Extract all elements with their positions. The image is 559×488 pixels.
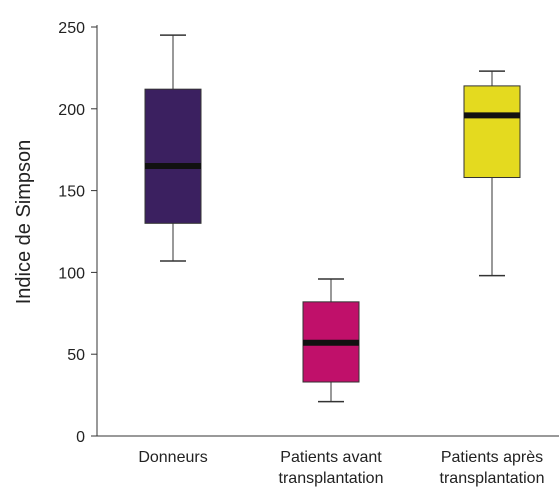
box-3 — [463, 70, 521, 277]
x-category-label: Patients avant — [280, 449, 382, 466]
x-category-label: transplantation — [440, 470, 545, 487]
y-tick-label: 200 — [58, 102, 85, 119]
y-tick-label: 250 — [58, 20, 85, 37]
boxes-group — [144, 34, 521, 403]
y-axis-label: Indice de Simpson — [13, 140, 35, 305]
axes: 0 50 100 150 200 250 — [58, 20, 559, 446]
y-tick-label: 150 — [58, 184, 85, 201]
box-2 — [302, 278, 360, 403]
box-1 — [144, 34, 202, 262]
box-iqr — [463, 85, 521, 179]
y-tick-label: 50 — [67, 347, 85, 364]
box-iqr — [144, 88, 202, 224]
y-tick-label: 100 — [58, 265, 85, 282]
x-axis-labels: Donneurs Patients avant transplantation Pat… — [138, 449, 544, 487]
y-tick-label: 0 — [76, 429, 85, 446]
x-category-label: Patients après — [441, 449, 543, 466]
x-category-label: transplantation — [279, 470, 384, 487]
x-category-label: Donneurs — [138, 449, 207, 466]
